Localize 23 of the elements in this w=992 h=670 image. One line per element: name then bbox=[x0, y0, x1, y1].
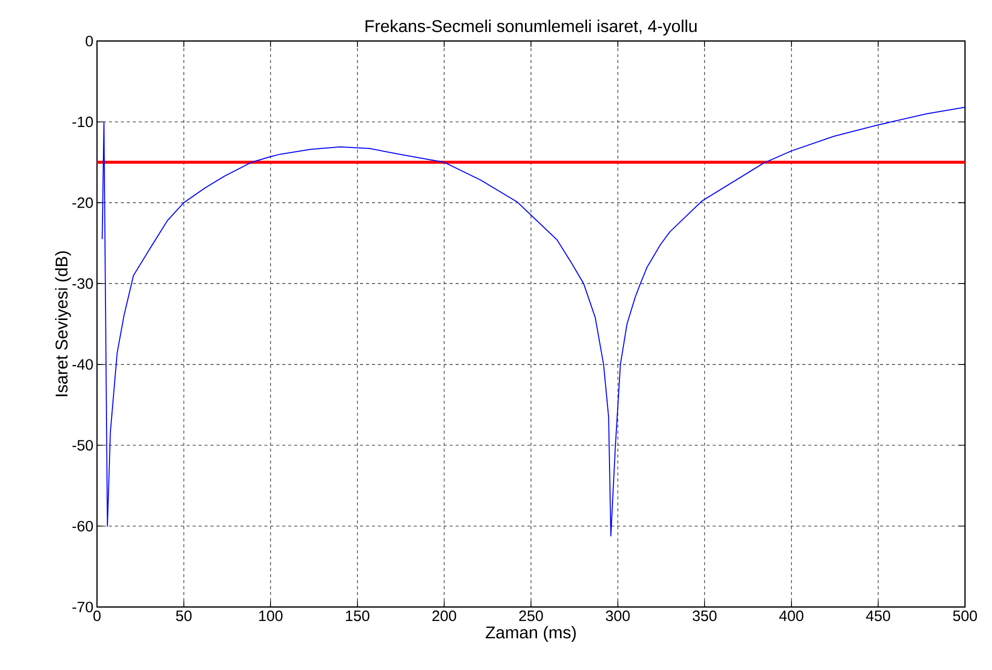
chart-title: Frekans-Secmeli sonumlemeli isaret, 4-yollu bbox=[366, 20, 697, 36]
y-tick-label: -30 bbox=[72, 278, 93, 289]
x-tick-label: 50 bbox=[176, 610, 192, 622]
y-tick-label: -50 bbox=[72, 440, 93, 451]
x-tick-label: 150 bbox=[346, 610, 370, 622]
x-axis-title: Zaman (ms) bbox=[486, 626, 576, 642]
y-axis-title: Isaret Seviyesi (dB) bbox=[55, 251, 71, 396]
x-tick-label: 350 bbox=[692, 610, 717, 622]
y-tick-label: -60 bbox=[72, 520, 93, 532]
y-tick-label: -10 bbox=[72, 116, 93, 128]
y-tick-label: -40 bbox=[72, 359, 93, 370]
x-tick-label: 250 bbox=[519, 610, 543, 622]
x-tick-label: 500 bbox=[953, 610, 977, 622]
x-tick-label: 200 bbox=[432, 610, 456, 622]
y-tick-label: -70 bbox=[72, 602, 93, 612]
x-tick-label: 450 bbox=[866, 610, 890, 622]
x-tick-label: 300 bbox=[606, 610, 630, 622]
x-tick-label: 400 bbox=[779, 610, 804, 622]
x-tick-label: 100 bbox=[259, 610, 283, 622]
y-tick-label: -20 bbox=[72, 197, 93, 208]
x-tick-label: 0 bbox=[93, 610, 101, 622]
y-tick-label: 0 bbox=[86, 36, 93, 46]
line-series bbox=[102, 106, 966, 536]
